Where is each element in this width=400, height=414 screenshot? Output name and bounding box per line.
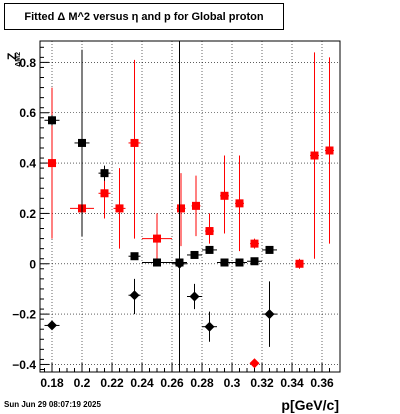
data-marks <box>44 41 334 372</box>
square-marker <box>265 245 274 254</box>
square-marker <box>100 169 109 178</box>
x-tick-label: 0.34 <box>280 376 304 390</box>
y-tick-label: 0 <box>29 257 36 271</box>
square-marker <box>250 239 259 248</box>
data-point <box>47 87 57 239</box>
data-point <box>295 258 304 269</box>
square-marker <box>235 199 244 208</box>
data-point <box>187 283 202 310</box>
y-axis-label-subscript: ΔM2 <box>15 52 22 67</box>
square-marker <box>48 159 56 168</box>
y-tick-label: 0.8 <box>19 56 36 70</box>
y-tick-label: −0.4 <box>12 358 36 372</box>
data-point <box>310 52 319 259</box>
data-point <box>217 258 232 267</box>
data-point <box>262 281 277 347</box>
data-point <box>142 213 172 259</box>
timestamp: Sun Jun 29 08:07:19 2025 <box>4 400 101 409</box>
data-point <box>325 57 334 244</box>
diamond-marker <box>189 291 200 302</box>
y-tick-label: 0.6 <box>19 106 36 120</box>
square-marker <box>220 258 229 267</box>
data-point <box>128 59 141 239</box>
x-tick-label: 0.18 <box>40 376 64 390</box>
axis-labels: 0.18 0.2 0.22 0.24 0.26 0.28 0.3 0.32 0.34 0.36 −0… <box>12 56 334 390</box>
square-marker <box>153 258 161 267</box>
data-point <box>191 175 201 237</box>
data-point <box>74 49 90 237</box>
x-tick-label: 0.26 <box>160 376 184 390</box>
x-tick-label: 0.24 <box>130 376 154 390</box>
data-point <box>113 168 126 249</box>
square-marker <box>177 204 185 213</box>
square-marker <box>220 191 229 200</box>
data-point <box>44 320 60 331</box>
square-marker <box>100 189 109 198</box>
diamond-marker <box>47 320 57 331</box>
diamond-marker <box>249 358 260 369</box>
data-point <box>235 155 244 252</box>
chart-title: Fitted Δ M^2 versus η and p for Global p… <box>4 3 284 30</box>
data-point <box>128 278 141 315</box>
x-tick-label: 0.28 <box>190 376 214 390</box>
data-point <box>128 252 141 261</box>
square-marker <box>325 146 334 155</box>
square-marker <box>190 250 199 259</box>
square-marker <box>153 234 161 243</box>
x-tick-label: 0.3 <box>224 376 241 390</box>
x-tick-label: 0.36 <box>310 376 334 390</box>
data-point <box>262 245 277 254</box>
diamond-marker <box>204 321 215 332</box>
data-point <box>247 257 262 266</box>
y-tick-label: 0.2 <box>19 207 36 221</box>
y-axis-label: Z <box>5 53 19 60</box>
square-marker <box>115 204 124 213</box>
x-axis-label: p[GeV/c] <box>281 397 339 413</box>
axis-ticks <box>40 46 330 372</box>
data-point <box>202 245 217 254</box>
data-point <box>187 250 202 259</box>
diamond-marker <box>129 290 140 301</box>
square-marker <box>192 201 200 210</box>
diamond-marker <box>264 309 275 320</box>
data-point <box>98 165 111 181</box>
square-marker <box>78 138 86 147</box>
square-marker <box>235 258 244 267</box>
square-marker <box>310 151 319 160</box>
y-tick-label: 0.4 <box>19 157 36 171</box>
y-tick-label: −0.2 <box>12 308 36 322</box>
data-point <box>250 238 259 249</box>
data-point <box>202 311 217 342</box>
square-marker <box>295 259 304 268</box>
square-marker <box>205 227 214 236</box>
x-tick-label: 0.2 <box>74 376 91 390</box>
data-point <box>142 258 172 267</box>
square-marker <box>205 245 214 254</box>
plot-frame <box>39 40 341 373</box>
x-tick-label: 0.32 <box>250 376 274 390</box>
data-point <box>220 155 229 234</box>
square-marker <box>130 138 139 147</box>
data-point <box>205 213 214 244</box>
data-point <box>176 173 186 247</box>
data-point <box>249 358 260 369</box>
square-marker <box>250 257 259 266</box>
diamond-marker <box>174 258 185 269</box>
square-marker <box>48 116 56 125</box>
data-point <box>172 41 187 372</box>
data-point <box>232 258 247 267</box>
data-point <box>44 115 60 126</box>
square-marker <box>130 252 139 261</box>
x-tick-label: 0.22 <box>100 376 124 390</box>
